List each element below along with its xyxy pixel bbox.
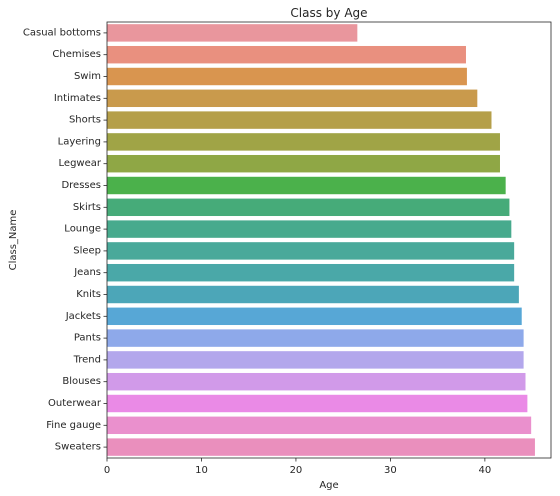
bar-intimates — [107, 89, 478, 108]
bar-sweaters — [107, 438, 535, 456]
y-tick-label: Shorts — [69, 115, 101, 126]
y-tick-label: Chemises — [52, 49, 101, 60]
bar-outerwear — [107, 394, 528, 413]
y-tick-label: Intimates — [54, 93, 101, 104]
y-tick-label: Swim — [74, 71, 101, 82]
bar-jackets — [107, 307, 522, 326]
bar-swim — [107, 67, 467, 86]
bar-layering — [107, 133, 500, 151]
y-tick-label: Sleep — [73, 245, 101, 256]
y-tick-label: Trend — [73, 354, 101, 365]
bar-legwear — [107, 154, 500, 173]
y-ticks-group: Casual bottoms Chemises Swim Intimates Short… — [23, 27, 107, 453]
bar-chemises — [107, 45, 466, 64]
y-tick-label: Pants — [74, 333, 101, 344]
bars-group — [107, 24, 535, 456]
plot-frame — [106, 21, 552, 459]
x-tick-label: 10 — [195, 465, 208, 476]
x-tick-label: 0 — [104, 465, 110, 476]
x-tick-label: 40 — [479, 465, 492, 476]
x-ticks-group: 0 10 20 30 40 — [104, 458, 491, 476]
bar-skirts — [107, 198, 510, 217]
y-tick-label: Knits — [76, 289, 101, 300]
bar-fine-gauge — [107, 416, 532, 435]
y-tick-label: Dresses — [61, 180, 101, 191]
y-tick-label: Sweaters — [55, 442, 101, 453]
y-tick-label: Fine gauge — [46, 420, 101, 431]
bar-trend — [107, 351, 524, 369]
y-tick-label: Legwear — [59, 158, 102, 169]
y-axis-label: Class_Name — [8, 210, 19, 271]
y-tick-label: Casual bottoms — [23, 27, 101, 38]
y-tick-label: Outerwear — [48, 398, 102, 409]
bar-pants — [107, 329, 524, 347]
x-axis-label: Age — [319, 480, 338, 491]
bar-shorts — [107, 111, 492, 129]
x-tick-label: 20 — [290, 465, 303, 476]
x-tick-label: 30 — [384, 465, 397, 476]
bar-dresses — [107, 176, 506, 195]
bar-knits — [107, 285, 519, 304]
y-tick-label: Jeans — [73, 267, 101, 278]
bar-sleep — [107, 242, 515, 260]
y-tick-label: Jackets — [65, 311, 101, 322]
y-tick-label: Lounge — [64, 224, 101, 235]
bar-lounge — [107, 220, 512, 238]
y-tick-label: Layering — [58, 136, 101, 147]
chart-title: Class by Age — [290, 6, 367, 20]
bar-blouses — [107, 372, 526, 391]
y-tick-label: Blouses — [62, 376, 101, 387]
y-tick-label: Skirts — [73, 202, 101, 213]
bar-jeans — [107, 263, 515, 282]
bar-casual-bottoms — [107, 24, 358, 42]
